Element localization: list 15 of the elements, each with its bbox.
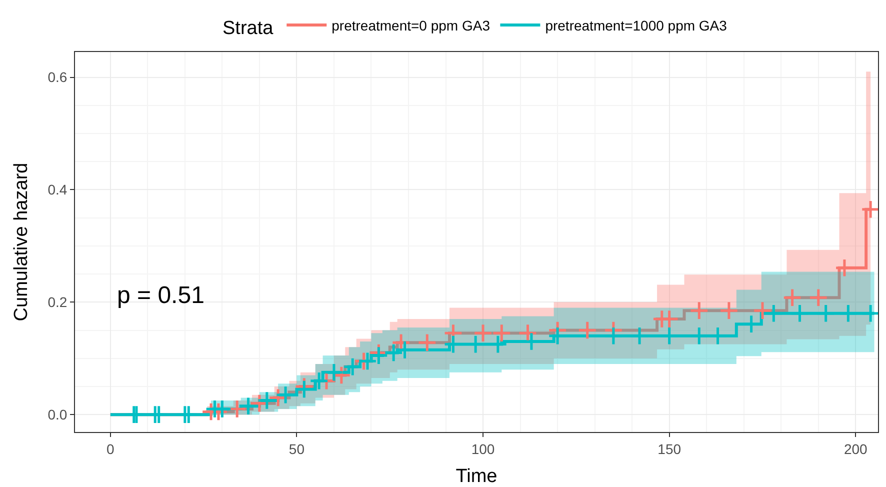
y-tick-label: 0.0 (48, 406, 68, 422)
y-tick-label: 0.4 (48, 182, 68, 198)
annotation: p = 0.51 (117, 282, 204, 309)
x-tick-label: 100 (471, 440, 495, 457)
x-axis-title: Time (456, 466, 498, 487)
y-tick-label: 0.6 (48, 69, 68, 86)
legend-label: pretreatment=1000 ppm GA3 (545, 17, 728, 34)
x-tick-label: 200 (844, 440, 868, 457)
x-tick-label: 50 (288, 440, 305, 457)
legend-title: Strata (222, 18, 274, 40)
x-tick-label: 150 (658, 440, 682, 457)
y-tick-label: 0.2 (48, 294, 68, 310)
x-tick-label: 0 (106, 440, 114, 457)
legend-label: pretreatment=0 ppm GA3 (332, 17, 490, 34)
y-axis-title: Cumulative hazard (11, 162, 32, 322)
